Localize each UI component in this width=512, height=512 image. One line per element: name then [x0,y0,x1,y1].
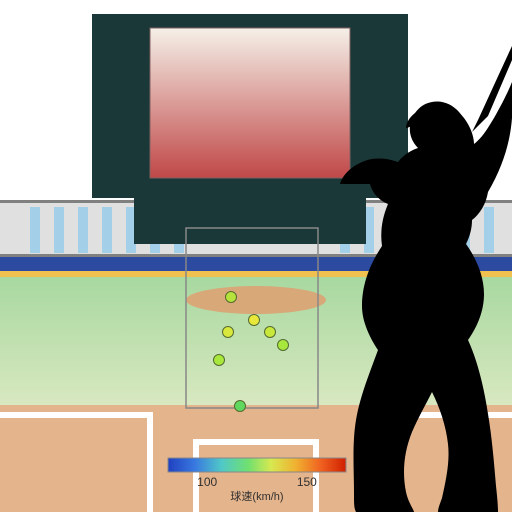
legend-label: 球速(km/h) [230,489,283,503]
pitch-marker [235,401,246,412]
pitchers-mound [186,286,326,314]
pitch-marker [223,327,234,338]
stand-pillar [78,207,88,253]
speed-legend-bar [168,458,346,472]
stand-pillar [102,207,112,253]
pitch-marker [278,340,289,351]
stand-pillar [54,207,64,253]
legend-tick: 100 [197,475,217,489]
pitch-marker [214,355,225,366]
legend-tick: 150 [297,475,317,489]
stand-pillar [484,207,494,253]
scoreboard-screen [150,28,350,178]
pitch-marker [265,327,276,338]
pitch-location-chart: 100 150 球速(km/h) [0,0,512,512]
pitch-marker [226,292,237,303]
stand-pillar [30,207,40,253]
pitch-marker [249,315,260,326]
